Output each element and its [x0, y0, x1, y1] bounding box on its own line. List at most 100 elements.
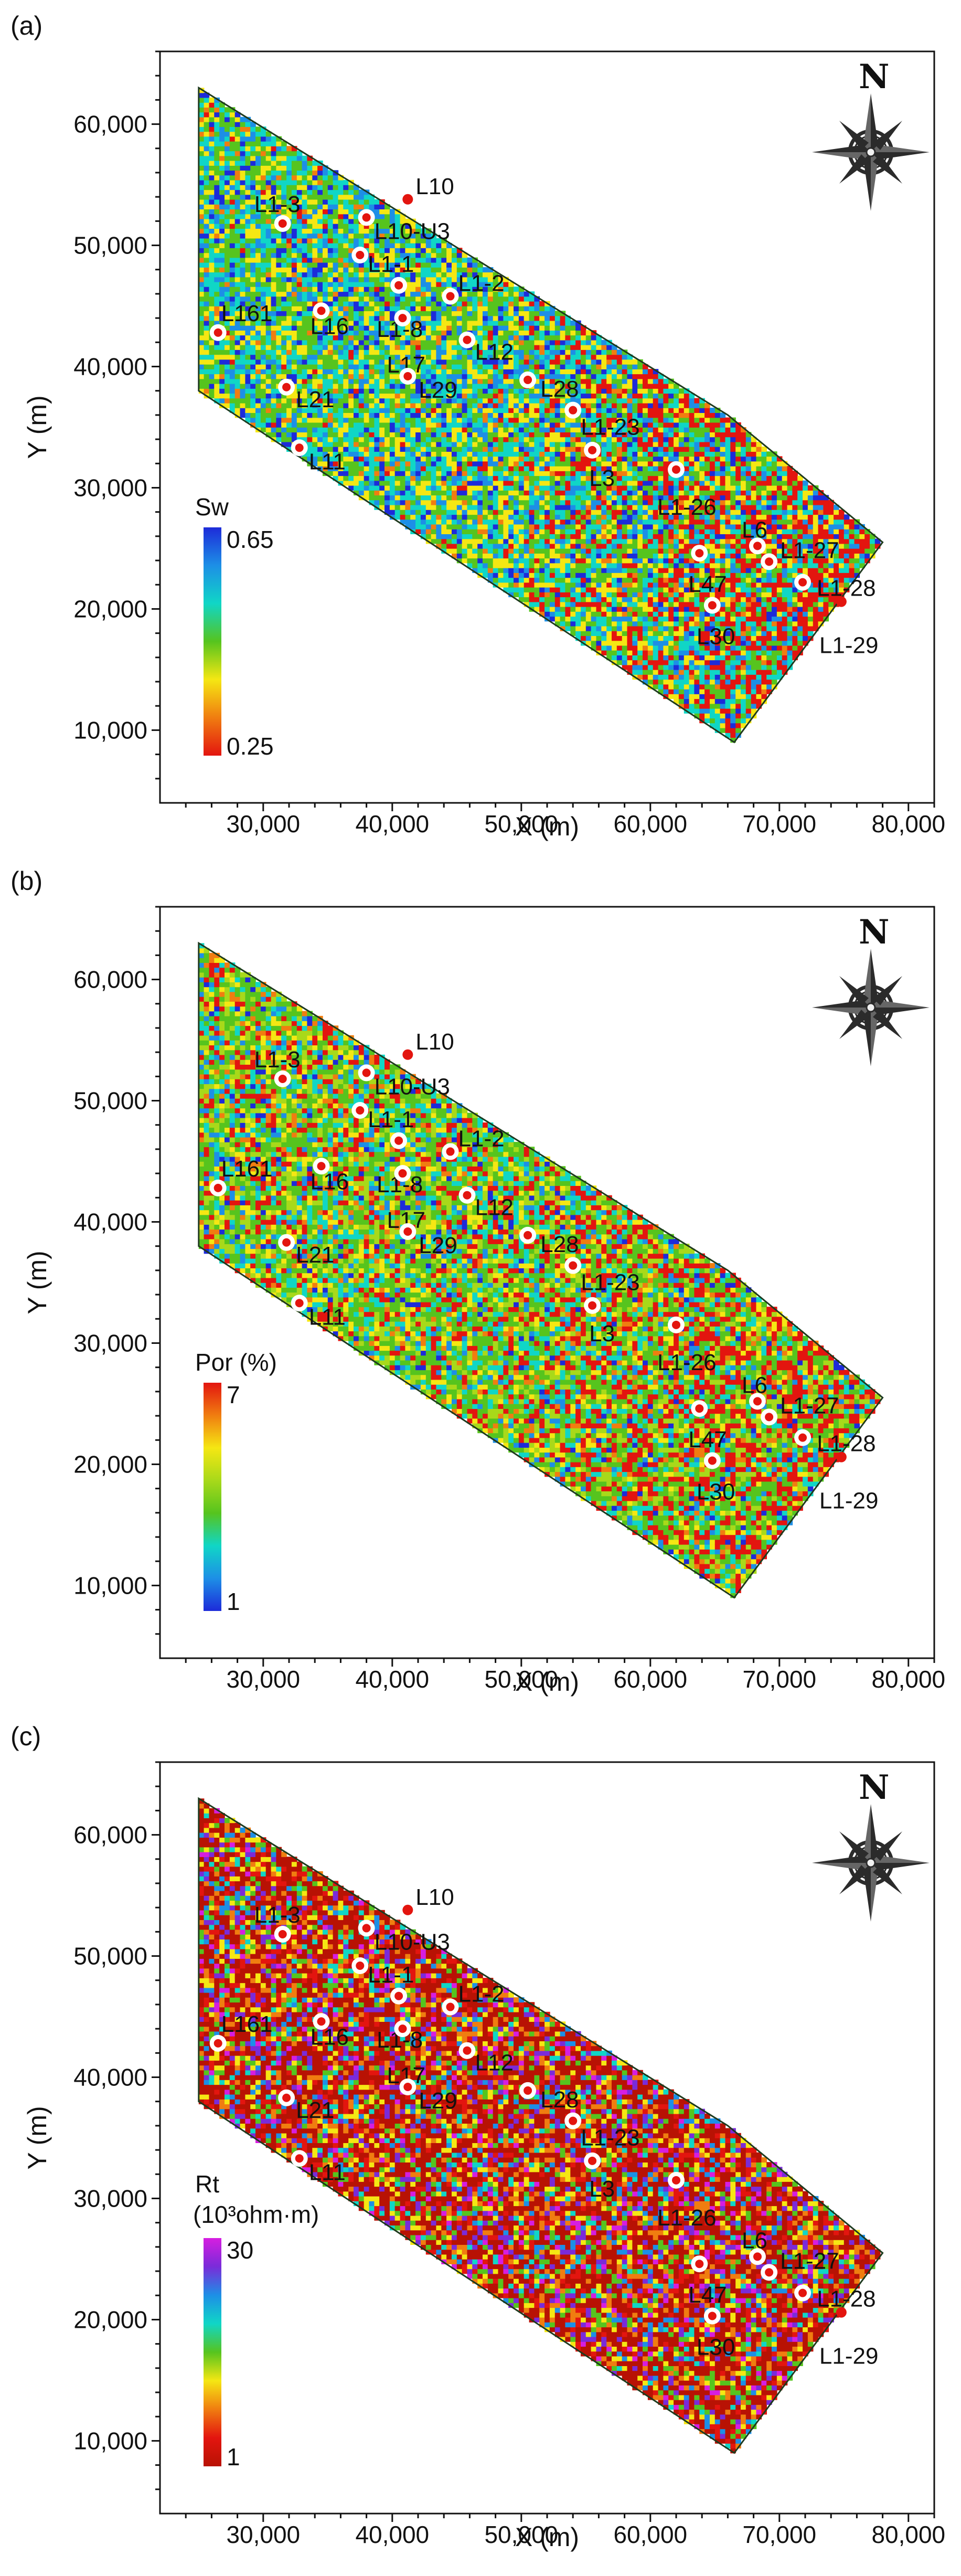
raster-cell — [514, 369, 519, 375]
raster-cell — [446, 344, 452, 350]
raster-cell — [389, 480, 396, 486]
raster-cell — [441, 495, 447, 501]
raster-cell — [452, 548, 457, 554]
raster-cell — [596, 573, 602, 578]
raster-cell — [554, 412, 561, 418]
raster-cell — [379, 281, 385, 287]
raster-cell — [358, 335, 365, 341]
raster-cell — [483, 374, 488, 379]
raster-cell — [436, 510, 442, 515]
raster-cell — [462, 475, 468, 481]
raster-cell — [260, 340, 266, 345]
raster-cell — [348, 422, 354, 428]
raster-cell — [431, 296, 437, 302]
raster-cell — [425, 441, 432, 447]
raster-cell — [323, 369, 328, 375]
raster-cell — [317, 335, 323, 341]
raster-cell — [415, 490, 421, 496]
raster-cell — [518, 402, 525, 408]
raster-cell — [271, 383, 277, 389]
raster-cell — [354, 369, 359, 375]
raster-cell — [358, 199, 365, 205]
raster-cell — [441, 369, 447, 375]
raster-cell — [276, 233, 282, 239]
raster-cell — [204, 155, 210, 161]
raster-cell — [503, 500, 509, 505]
raster-cell — [431, 364, 437, 369]
raster-cell — [219, 257, 225, 263]
raster-cell — [204, 378, 210, 384]
raster-cell — [327, 233, 334, 239]
raster-cell — [415, 267, 421, 273]
raster-cell — [570, 524, 576, 529]
raster-cell — [467, 485, 473, 491]
raster-cell — [524, 563, 530, 568]
raster-cell — [358, 451, 365, 457]
raster-cell — [524, 504, 530, 510]
raster-cell — [374, 267, 380, 273]
raster-cell — [385, 252, 390, 258]
raster-cell — [394, 437, 401, 442]
raster-cell — [431, 325, 437, 331]
raster-cell — [405, 388, 411, 394]
raster-cell — [549, 456, 556, 462]
raster-cell — [354, 417, 359, 423]
raster-cell — [358, 233, 365, 239]
raster-cell — [420, 291, 426, 297]
raster-cell — [534, 495, 540, 501]
raster-cell — [276, 306, 282, 311]
raster-cell — [570, 577, 576, 583]
raster-cell — [260, 427, 266, 432]
raster-cell — [385, 354, 390, 360]
raster-cell — [436, 291, 442, 297]
raster-cell — [364, 374, 370, 379]
raster-cell — [472, 475, 478, 481]
raster-cell — [333, 422, 339, 428]
raster-cell — [575, 611, 581, 617]
raster-cell — [271, 248, 277, 253]
raster-cell — [354, 204, 359, 209]
raster-cell — [503, 306, 509, 311]
raster-cell — [265, 277, 272, 282]
raster-cell — [400, 485, 406, 491]
raster-cell — [570, 606, 576, 612]
raster-cell — [405, 510, 411, 515]
raster-cell — [544, 475, 550, 481]
raster-cell — [514, 364, 519, 369]
raster-cell — [198, 349, 205, 355]
raster-cell — [575, 510, 581, 515]
raster-cell — [204, 349, 210, 355]
raster-cell — [379, 301, 385, 306]
raster-cell — [570, 422, 576, 428]
raster-cell — [364, 344, 370, 350]
raster-cell — [286, 242, 292, 248]
raster-cell — [394, 330, 401, 336]
raster-cell — [255, 242, 261, 248]
raster-cell — [581, 524, 586, 529]
raster-cell — [446, 272, 452, 278]
raster-cell — [307, 242, 313, 248]
raster-cell — [560, 451, 566, 457]
raster-cell — [534, 402, 540, 408]
raster-cell — [518, 412, 525, 418]
raster-cell — [446, 354, 452, 360]
raster-cell — [446, 408, 452, 413]
raster-cell — [354, 378, 359, 384]
raster-cell — [250, 248, 256, 253]
raster-cell — [534, 500, 540, 505]
raster-cell — [420, 267, 426, 273]
raster-cell — [312, 315, 318, 321]
raster-cell — [204, 277, 210, 282]
raster-cell — [338, 267, 344, 273]
raster-cell — [296, 344, 303, 350]
raster-cell — [260, 165, 266, 171]
raster-cell — [456, 398, 463, 404]
raster-cell — [575, 548, 581, 554]
raster-cell — [565, 417, 571, 423]
raster-cell — [585, 611, 592, 617]
raster-cell — [462, 456, 468, 462]
raster-cell — [214, 97, 220, 103]
raster-cell — [524, 301, 530, 306]
raster-cell — [483, 451, 488, 457]
raster-cell — [343, 218, 349, 224]
